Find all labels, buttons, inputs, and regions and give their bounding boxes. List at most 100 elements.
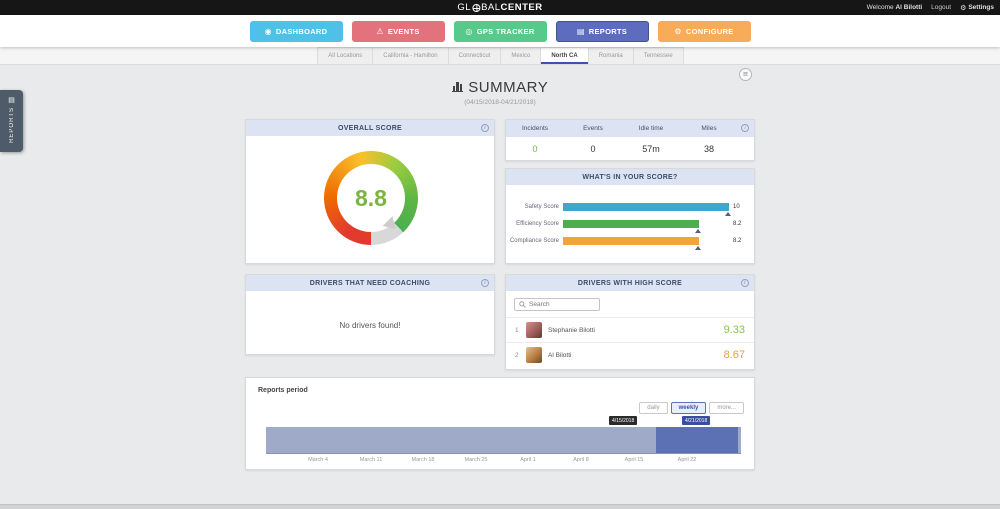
sidebar-reports-tab[interactable]: ▤ REPORTS <box>0 90 23 152</box>
stats-values: 0 0 57m 38 <box>506 137 754 161</box>
page-title-text: SUMMARY <box>468 78 549 96</box>
dashboard-button[interactable]: ◉ DASHBOARD <box>249 20 343 42</box>
axis-label: March 18 <box>411 457 435 463</box>
timeline-selection[interactable] <box>656 427 738 453</box>
app-logo[interactable]: GL BAL CENTER <box>457 0 542 15</box>
compliance-score-label: Compliance Score <box>509 237 559 244</box>
tab-mexico[interactable]: Mexico <box>500 47 542 64</box>
stats-col-miles: Miles <box>701 125 717 132</box>
username: Al Bilotti <box>895 4 923 11</box>
timeline-band[interactable] <box>266 427 741 454</box>
stats-value-idle-time: 57m <box>642 144 660 154</box>
driver-name: Al Bilotti <box>548 351 572 359</box>
gps-pin-icon: ◎ <box>465 26 473 36</box>
tab-north-ca[interactable]: North CA <box>540 47 589 64</box>
configure-button[interactable]: ⚙ CONFIGURE <box>657 20 751 42</box>
configure-button-label: CONFIGURE <box>685 26 734 36</box>
stats-card: Incidents Events Idle time Miles 0 0 57m… <box>505 119 755 161</box>
axis-label: April 22 <box>677 457 697 463</box>
efficiency-score-row: Efficiency Score 8.2 <box>506 215 754 233</box>
stats-col-events: Events <box>583 125 603 132</box>
more-button[interactable]: more... <box>709 402 744 414</box>
driver-score: 8.67 <box>723 349 745 361</box>
sidebar-reports-label: REPORTS <box>8 107 15 143</box>
events-button-label: EVENTS <box>387 26 420 36</box>
info-icon[interactable] <box>481 279 489 287</box>
driver-rank: 2 <box>515 351 519 359</box>
gear-icon: ⚙ <box>960 3 967 12</box>
timeline-axis: March 4 March 11 March 18 March 25 April… <box>266 457 741 467</box>
compliance-score-bar[interactable] <box>563 236 702 250</box>
main-nav: ◉ DASHBOARD ⚠ EVENTS ◎ GPS TRACKER ▤ REP… <box>0 15 1000 47</box>
tab-romania[interactable]: Romania <box>587 47 634 64</box>
stats-col-incidents: Incidents <box>521 125 549 132</box>
topbar: GL BAL CENTER Welcome Al Bilotti Logout … <box>0 0 1000 15</box>
events-button[interactable]: ⚠ EVENTS <box>351 20 445 42</box>
safety-score-label: Safety Score <box>524 203 559 210</box>
search-icon <box>519 301 526 308</box>
coaching-header: DRIVERS THAT NEED COACHING <box>246 275 494 291</box>
axis-label: March 11 <box>359 457 383 463</box>
score-breakdown-title: WHAT'S IN YOUR SCORE? <box>582 173 678 181</box>
overall-score-card: OVERALL SCORE 8.8 <box>245 119 495 264</box>
reports-button-label: REPORTS <box>588 26 628 36</box>
efficiency-score-bar[interactable] <box>563 219 702 233</box>
axis-label: March 25 <box>464 457 488 463</box>
tab-california-hamilton[interactable]: California - Hamilton <box>372 47 449 64</box>
coaching-card: DRIVERS THAT NEED COACHING No drivers fo… <box>245 274 495 355</box>
dashboard-button-label: DASHBOARD <box>275 26 328 36</box>
driver-avatar <box>526 347 542 363</box>
high-score-header: DRIVERS WITH HIGH SCORE <box>506 275 754 291</box>
info-icon[interactable] <box>741 124 749 132</box>
location-tabs: All Locations California - Hamilton Conn… <box>0 47 1000 65</box>
tab-tennessee[interactable]: Tennessee <box>632 47 684 64</box>
safety-score-row: Safety Score 10 <box>506 198 754 216</box>
bottom-edge <box>0 504 1000 509</box>
score-breakdown-card: WHAT'S IN YOUR SCORE? Safety Score 10 Ef… <box>505 168 755 264</box>
bar-chart-icon <box>451 82 464 92</box>
report-icon: ▤ <box>576 26 585 36</box>
daily-button[interactable]: daily <box>639 402 668 414</box>
gps-tracker-button[interactable]: ◎ GPS TRACKER <box>453 20 547 42</box>
reports-button[interactable]: ▤ REPORTS <box>555 20 649 42</box>
tab-connecticut[interactable]: Connecticut <box>447 47 502 64</box>
warning-icon: ⚠ <box>376 26 384 36</box>
period-buttons: daily weekly more... <box>639 402 744 414</box>
score-breakdown-chart: Safety Score 10 Efficiency Score 8.2 Com… <box>506 185 754 250</box>
high-score-title: DRIVERS WITH HIGH SCORE <box>577 279 683 287</box>
welcome-prefix: Welcome <box>866 4 894 11</box>
driver-search-input[interactable] <box>529 301 591 308</box>
stats-value-incidents: 0 <box>532 144 538 154</box>
driver-score: 9.33 <box>723 324 745 336</box>
export-menu-button[interactable]: ≡ <box>739 68 752 81</box>
globe-icon <box>472 3 481 12</box>
driver-row[interactable]: 2 Al Bilotti 8.67 <box>506 342 754 367</box>
high-score-card: DRIVERS WITH HIGH SCORE 1 Stephanie Bilo… <box>505 274 755 370</box>
gauge-ring: 8.8 <box>324 151 418 245</box>
configure-gear-icon: ⚙ <box>674 26 682 36</box>
safety-score-track <box>563 202 731 216</box>
weekly-button[interactable]: weekly <box>670 402 707 414</box>
safety-score-bar[interactable] <box>563 202 731 216</box>
reports-period-card: Reports period daily weekly more... 4/15… <box>245 377 755 470</box>
logout-link[interactable]: Logout <box>931 4 952 11</box>
settings-link[interactable]: ⚙ Settings <box>960 4 994 12</box>
safety-score-value: 10 <box>733 203 740 210</box>
stats-header: Incidents Events Idle time Miles <box>506 120 754 137</box>
info-icon[interactable] <box>481 124 489 132</box>
info-icon[interactable] <box>741 279 749 287</box>
efficiency-score-label: Efficiency Score <box>516 220 559 227</box>
logo-text-bold: CENTER <box>500 2 543 13</box>
driver-row[interactable]: 1 Stephanie Bilotti 9.33 <box>506 317 754 342</box>
reports-period-title: Reports period <box>258 387 308 394</box>
gauge-value: 8.8 <box>337 164 405 232</box>
gps-tracker-button-label: GPS TRACKER <box>476 26 535 36</box>
overall-score-header: OVERALL SCORE <box>246 120 494 136</box>
driver-list: 1 Stephanie Bilotti 9.33 2 Al Bilotti 8.… <box>506 317 754 367</box>
tab-all-locations[interactable]: All Locations <box>317 47 374 64</box>
driver-name: Stephanie Bilotti <box>548 326 595 334</box>
overall-score-title: OVERALL SCORE <box>337 124 403 132</box>
report-doc-icon: ▤ <box>8 96 15 104</box>
stats-col-idle-time: Idle time <box>638 125 664 132</box>
